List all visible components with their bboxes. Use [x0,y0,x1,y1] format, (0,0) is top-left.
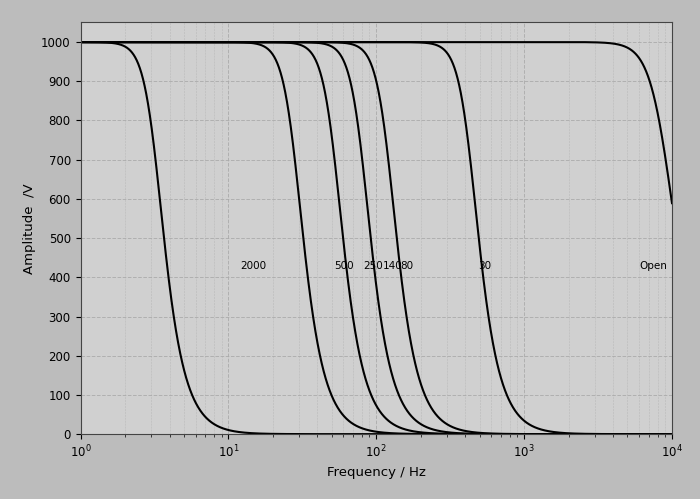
Text: 80: 80 [400,260,413,270]
Text: 2000: 2000 [240,260,266,270]
Text: 250: 250 [363,260,384,270]
Y-axis label: Amplitude  /V: Amplitude /V [22,183,36,273]
Text: 500: 500 [335,260,354,270]
X-axis label: Frequency / Hz: Frequency / Hz [327,466,426,479]
Text: Open: Open [639,260,667,270]
Text: 30: 30 [478,260,491,270]
Text: 140: 140 [382,260,402,270]
